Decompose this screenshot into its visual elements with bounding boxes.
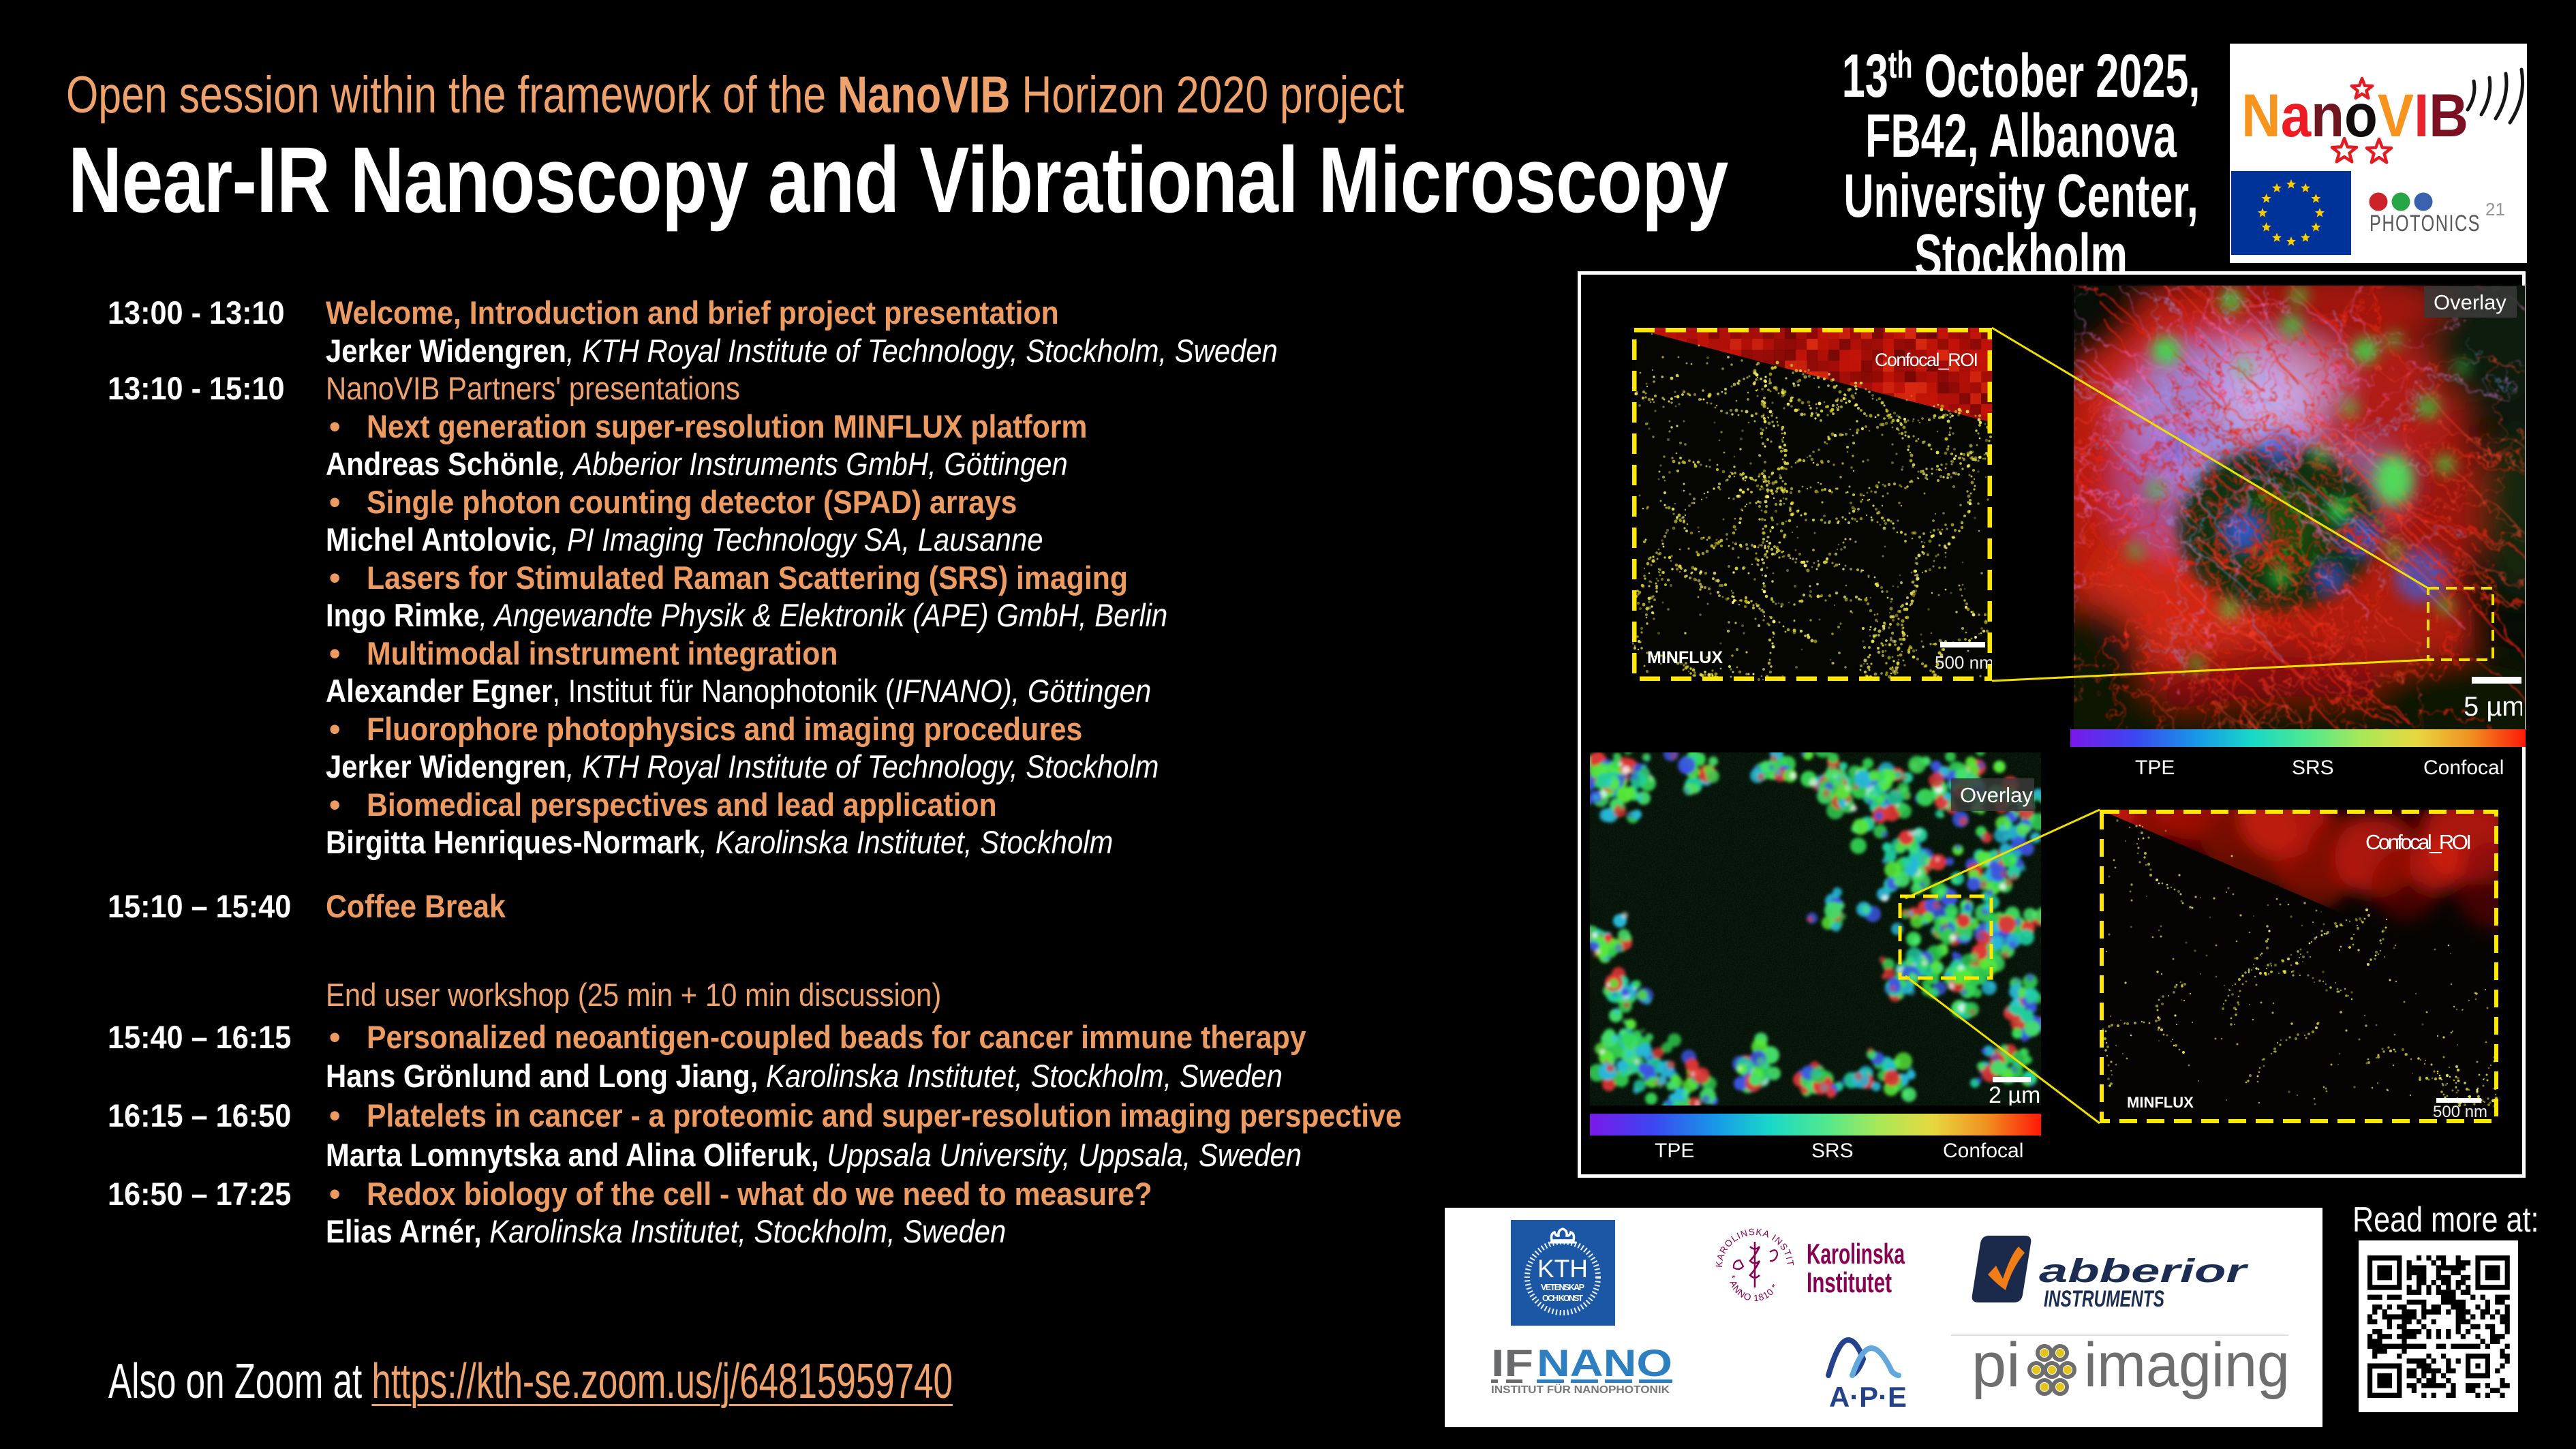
svg-text:OCH KONST: OCH KONST — [1542, 1294, 1583, 1303]
svg-text:Overlay: Overlay — [2434, 290, 2506, 314]
svg-text:Institutet: Institutet — [1807, 1266, 1892, 1298]
svg-text:21: 21 — [2485, 199, 2505, 219]
svg-text:NANO: NANO — [1537, 1341, 1672, 1384]
svg-text:5 µm: 5 µm — [2464, 692, 2522, 722]
svg-text:VETENSKAP: VETENSKAP — [1541, 1283, 1584, 1292]
svg-text:abberior: abberior — [2039, 1253, 2249, 1290]
svg-text:A·P·E: A·P·E — [1829, 1381, 1907, 1413]
svg-text:imaging: imaging — [2084, 1332, 2290, 1400]
svg-text:pi: pi — [1972, 1332, 2021, 1400]
svg-text:Karolinska: Karolinska — [1807, 1238, 1905, 1270]
svg-text:PHOTONICS: PHOTONICS — [2370, 211, 2481, 237]
svg-text:2 µm: 2 µm — [1989, 1082, 2040, 1105]
svg-text:Confocal_ROI: Confocal_ROI — [1875, 350, 1978, 370]
svg-text:MINFLUX: MINFLUX — [1647, 648, 1723, 667]
svg-text:500 nm: 500 nm — [2433, 1103, 2487, 1121]
svg-text:* ANNO 1810 *: * ANNO 1810 * — [1727, 1275, 1781, 1303]
svg-text:INSTRUMENTS: INSTRUMENTS — [2044, 1286, 2164, 1312]
svg-text:KTH: KTH — [1537, 1255, 1588, 1283]
svg-text:MINFLUX: MINFLUX — [2127, 1094, 2194, 1111]
svg-text:Confocal_ROI: Confocal_ROI — [2365, 830, 2472, 854]
svg-text:Overlay: Overlay — [1960, 783, 2033, 807]
svg-text:NanoVIB: NanoVIB — [2241, 81, 2468, 149]
svg-text:IF: IF — [1491, 1341, 1533, 1384]
svg-text:INSTITUT FÜR NANOPHOTONIK: INSTITUT FÜR NANOPHOTONIK — [1491, 1383, 1670, 1396]
svg-text:500 nm: 500 nm — [1935, 652, 1992, 673]
